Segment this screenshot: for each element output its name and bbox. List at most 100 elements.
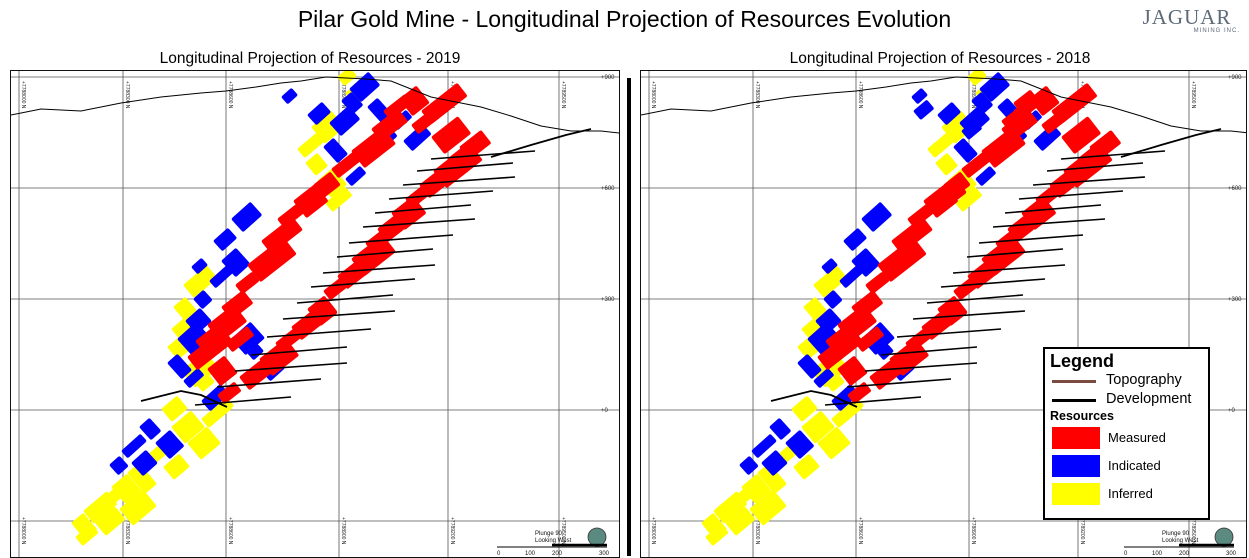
scale-bar-label: 300 bbox=[599, 551, 610, 557]
inferred-resource-block bbox=[163, 454, 190, 480]
inferred-resource-block bbox=[705, 524, 728, 546]
measured-resource-block bbox=[1013, 90, 1039, 114]
measured-resource-block bbox=[937, 296, 968, 326]
indicated-swatch bbox=[1052, 455, 1100, 477]
inferred-resource-block bbox=[183, 265, 217, 298]
measured-resource-block bbox=[207, 356, 238, 386]
development-drift bbox=[864, 362, 978, 372]
legend-title: Legend bbox=[1050, 351, 1115, 371]
inferred-resource-block bbox=[955, 187, 982, 212]
development-drift bbox=[234, 362, 348, 372]
indicated-resource-block bbox=[761, 450, 788, 476]
development-drift bbox=[1060, 150, 1166, 160]
inferred-resource-block bbox=[337, 71, 357, 86]
measured-resource-block bbox=[261, 217, 303, 254]
development-drift bbox=[282, 310, 396, 320]
jaguar-mining-logo: JAGUAR MINING INC. bbox=[1128, 6, 1246, 46]
inferred-resource-block bbox=[195, 373, 215, 392]
inferred-resource-block bbox=[927, 129, 958, 158]
indicated-resource-block bbox=[121, 434, 147, 458]
projection-drawing-2018: +7788000 N +7788000 N +7788300 N +7788300 N… bbox=[641, 71, 1246, 557]
indicated-resource-block bbox=[281, 88, 298, 104]
inferred-resource-block bbox=[187, 427, 221, 460]
northing-label-top: +7788000 N bbox=[650, 81, 656, 109]
measured-resource-block bbox=[383, 94, 412, 120]
indicated-resource-block bbox=[209, 264, 235, 288]
measured-resource-block bbox=[1001, 108, 1027, 132]
development-drift bbox=[402, 176, 516, 186]
indicated-resource-block bbox=[183, 368, 204, 388]
measured-resource-block bbox=[351, 235, 396, 276]
development-drift bbox=[978, 234, 1084, 244]
development-drift bbox=[266, 328, 372, 338]
northing-label-bottom: +7788300 N bbox=[754, 517, 760, 545]
development-drift bbox=[336, 248, 434, 258]
northing-label-bottom: +7788900 N bbox=[970, 517, 976, 545]
northing-label-top: +7788900 N bbox=[970, 81, 976, 109]
inferred-resource-block bbox=[825, 373, 845, 392]
measured-swatch bbox=[1052, 427, 1100, 449]
northing-label-bottom: +7788300 N bbox=[124, 517, 130, 545]
elevation-label: +900 bbox=[1228, 75, 1242, 81]
indicated-resource-block bbox=[821, 258, 838, 274]
indicated-resource-block bbox=[403, 124, 431, 151]
logo-subtitle: MINING INC. bbox=[1193, 28, 1240, 34]
inferred-resource-block bbox=[725, 507, 756, 536]
logo-wordmark: JAGUAR bbox=[1142, 5, 1232, 29]
measured-resource-block bbox=[239, 360, 271, 390]
legend-item-topography: Topography bbox=[1050, 371, 1203, 390]
northing-label-bottom: +7789500 N bbox=[1190, 517, 1196, 545]
development-drift bbox=[824, 396, 922, 406]
inferred-resource-block bbox=[817, 427, 851, 460]
indicated-resource-block bbox=[961, 120, 982, 140]
indicated-resource-block bbox=[167, 354, 192, 379]
indicated-resource-block bbox=[861, 202, 892, 232]
northing-label-top: +7789500 N bbox=[1190, 81, 1196, 109]
indicated-resource-block bbox=[971, 92, 993, 114]
measured-resource-block bbox=[837, 356, 868, 386]
development-drift bbox=[926, 294, 1024, 304]
development-drift bbox=[194, 396, 292, 406]
development-drift bbox=[374, 204, 472, 214]
inferred-resource-block bbox=[75, 524, 98, 546]
indicated-resource-block bbox=[913, 100, 934, 120]
indicated-resource-block bbox=[109, 456, 128, 475]
elevation-label: +600 bbox=[1228, 186, 1242, 192]
measured-resource-block bbox=[187, 329, 233, 370]
development-drift bbox=[322, 264, 436, 274]
development-drift bbox=[296, 294, 394, 304]
measured-resource-block bbox=[247, 237, 296, 282]
indicated-resource-block bbox=[193, 290, 212, 309]
scale-bar-label: 100 bbox=[525, 551, 536, 557]
inferred-resource-block bbox=[813, 265, 847, 298]
elevation-label: +0 bbox=[1228, 408, 1236, 414]
development-drift bbox=[770, 390, 858, 408]
measured-resource-block bbox=[941, 182, 967, 206]
indicated-resource-block bbox=[191, 258, 208, 274]
development-ramp bbox=[1120, 128, 1222, 158]
indicated-resource-block bbox=[877, 344, 894, 360]
panel-title-2018: Longitudinal Projection of Resources - 2… bbox=[789, 50, 1091, 67]
measured-resource-block bbox=[1061, 116, 1101, 154]
projection-panel-2019: +7788000 N +7788000 N +7788300 N +7788300 N… bbox=[10, 70, 620, 558]
indicated-resource-block bbox=[839, 264, 865, 288]
projection-drawing-2019: +7788000 N +7788000 N +7788300 N +7788300 N… bbox=[11, 71, 619, 557]
indicated-resource-block bbox=[797, 354, 822, 379]
inferred-resource-block bbox=[793, 454, 820, 480]
measured-resource-block bbox=[459, 130, 491, 160]
measured-resource-block bbox=[277, 198, 311, 228]
indicated-resource-block bbox=[975, 166, 996, 186]
legend-item-indicated: Indicated bbox=[1050, 452, 1203, 480]
indicated-resource-block bbox=[751, 434, 777, 458]
legend-label-measured: Measured bbox=[1108, 430, 1166, 445]
development-drift bbox=[940, 278, 1046, 288]
indicated-resource-block bbox=[843, 228, 867, 251]
legend-label-development: Development bbox=[1106, 391, 1192, 407]
measured-resource-block bbox=[391, 196, 426, 230]
development-drift bbox=[966, 248, 1064, 258]
development-drift bbox=[912, 310, 1026, 320]
inferred-resource-block bbox=[137, 475, 157, 494]
northing-label-top: +7789500 N bbox=[560, 81, 566, 109]
projection-panel-2018: +7788000 N +7788000 N +7788300 N +7788300 N… bbox=[640, 70, 1247, 558]
topography-line-swatch bbox=[1052, 380, 1096, 383]
